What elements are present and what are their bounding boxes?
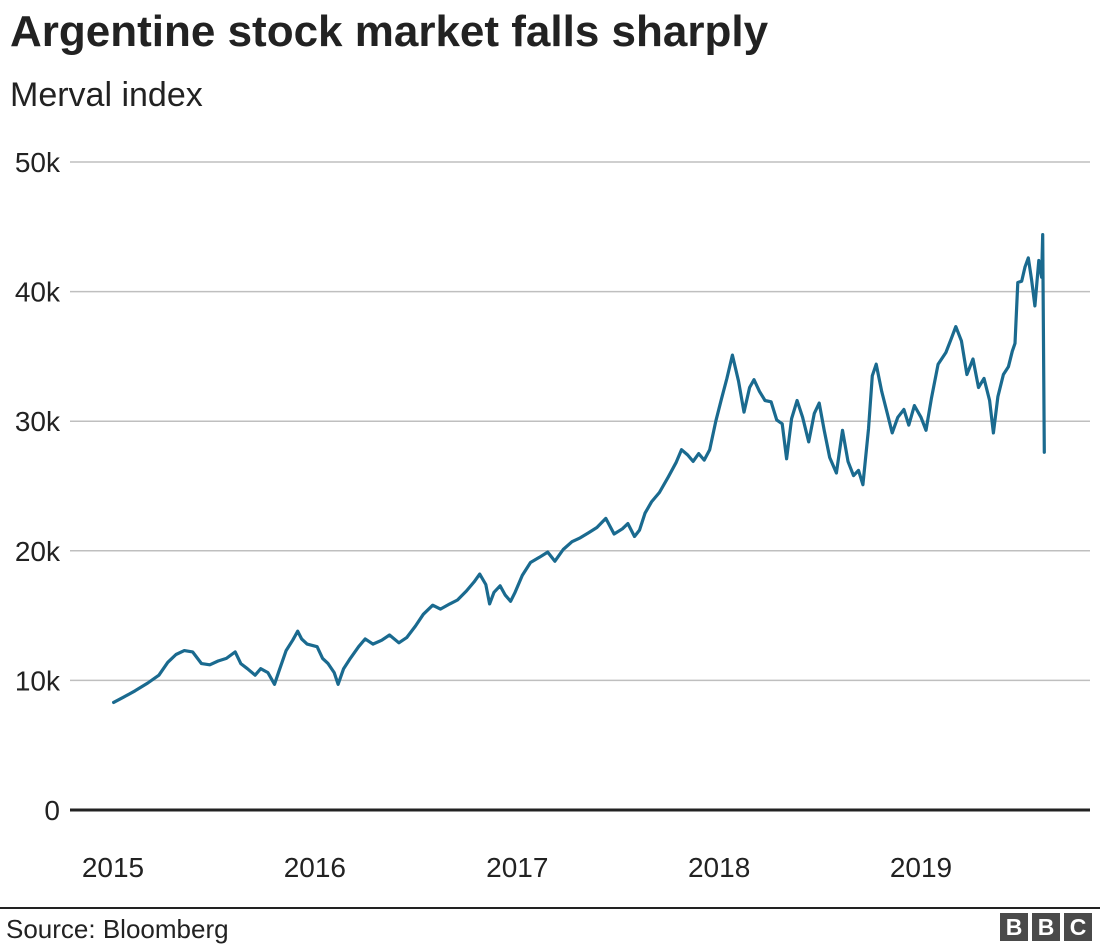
merval-index-line	[112, 233, 1046, 704]
x-tick-label: 2018	[688, 852, 750, 883]
series-layer	[112, 233, 1046, 704]
line-chart: 50k 40k 30k 20k 10k 0 2015 2016 2017 2018 2019	[15, 147, 1090, 883]
x-tick-label: 2017	[486, 852, 548, 883]
x-tick-label: 2015	[82, 852, 144, 883]
logo-letter-b1: B	[1000, 913, 1028, 941]
y-tick-label: 30k	[15, 406, 61, 437]
footer-divider	[0, 907, 1100, 909]
y-tick-label: 0	[44, 795, 60, 826]
x-tick-label: 2016	[284, 852, 346, 883]
y-axis-ticks: 50k 40k 30k 20k 10k 0	[15, 147, 61, 826]
y-tick-label: 50k	[15, 147, 61, 178]
y-tick-label: 40k	[15, 277, 61, 308]
x-tick-label: 2019	[890, 852, 952, 883]
y-tick-label: 10k	[15, 665, 61, 696]
logo-letter-c: C	[1064, 913, 1092, 941]
x-axis-ticks: 2015 2016 2017 2018 2019	[82, 852, 952, 883]
chart-subtitle: Merval index	[10, 76, 203, 114]
source-note: Source: Bloomberg	[6, 914, 229, 944]
logo-letter-b2: B	[1032, 913, 1060, 941]
grid-lines	[70, 161, 1090, 682]
chart-title: Argentine stock market falls sharply	[10, 7, 769, 56]
bbc-logo: B B C	[1000, 913, 1092, 941]
y-tick-label: 20k	[15, 536, 61, 567]
